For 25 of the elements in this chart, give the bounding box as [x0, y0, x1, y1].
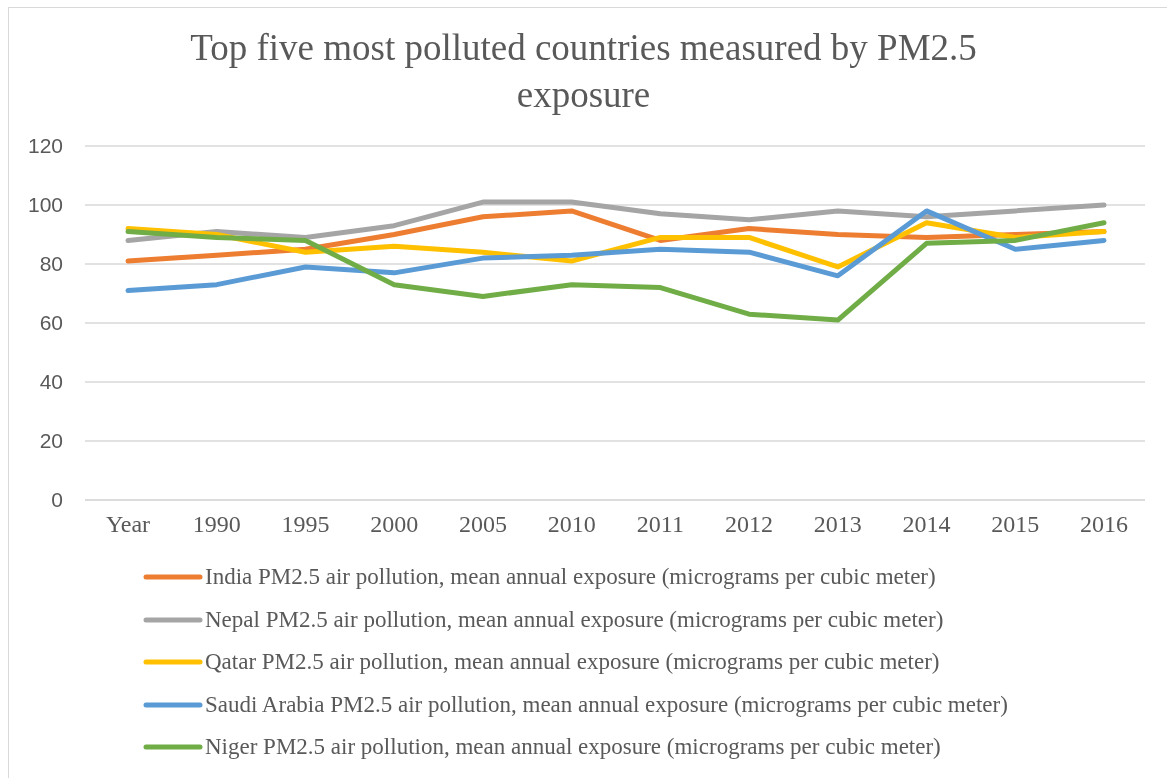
legend-label: Qatar PM2.5 air pollution, mean annual exposure (micrograms per cubic meter)	[205, 649, 940, 676]
x-tick-label: 2000	[370, 511, 419, 538]
y-tick-label: 0	[51, 488, 63, 512]
x-tick-label: 1990	[192, 511, 241, 538]
legend-label: Nepal PM2.5 air pollution, mean annual exposure (micrograms per cubic meter)	[205, 606, 944, 633]
y-tick-label: 20	[39, 429, 63, 453]
x-tick-label: Year	[105, 511, 151, 538]
y-tick-label: 120	[27, 134, 63, 158]
chart-title: Top five most polluted countries measured by PM2.5 exposure	[189, 26, 978, 117]
x-tick-label: 2013	[813, 511, 862, 538]
y-tick-label: 60	[39, 311, 63, 335]
x-tick-label: 2014	[902, 511, 951, 538]
x-tick-label: 2012	[725, 511, 774, 538]
legend-label: Niger PM2.5 air pollution, mean annual exposure (micrograms per cubic meter)	[205, 734, 941, 761]
y-tick-label: 80	[39, 252, 63, 276]
x-tick-label: 2011	[636, 511, 684, 538]
x-tick-label: 2015	[991, 511, 1040, 538]
legend-label: Saudi Arabia PM2.5 air pollution, mean annual exposure (micrograms per cubic meter)	[205, 691, 1008, 718]
legend-label: India PM2.5 air pollution, mean annual exposure (micrograms per cubic meter)	[205, 564, 936, 591]
y-tick-label: 100	[27, 193, 63, 217]
x-tick-label: 2005	[458, 511, 507, 538]
x-tick-label: 2016	[1080, 511, 1128, 538]
y-tick-label: 40	[39, 370, 63, 394]
x-tick-label: 1995	[281, 511, 330, 538]
x-tick-label: 2010	[547, 511, 596, 538]
